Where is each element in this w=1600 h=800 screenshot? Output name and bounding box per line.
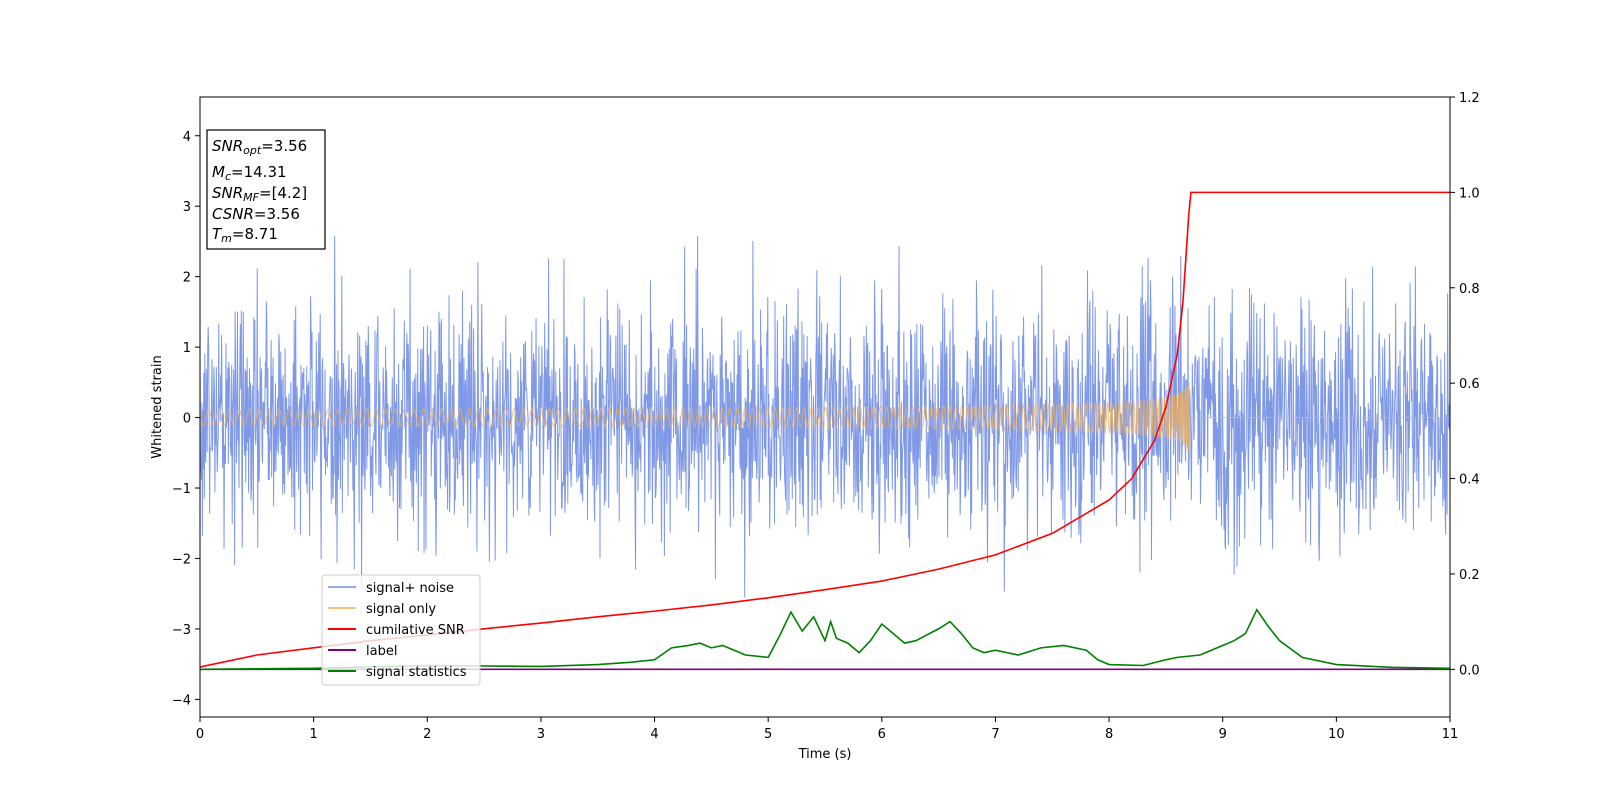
y2-tick-label: 0.4 <box>1459 473 1480 488</box>
info-mc: Mc=14.31 <box>212 163 287 183</box>
y2-tick-label: 1.2 <box>1459 91 1480 106</box>
x-tick-label: 2 <box>423 727 431 742</box>
info-snr-mf: SNRMF=[4.2] <box>212 184 307 204</box>
y-tick-label: 1 <box>183 341 191 356</box>
x-axis-label: Time (s) <box>798 747 852 762</box>
legend-label-signal-statistics: signal statistics <box>366 665 467 680</box>
x-tick-label: 6 <box>878 727 886 742</box>
x-tick-label: 11 <box>1442 727 1459 742</box>
x-tick-label: 5 <box>764 727 772 742</box>
series-signal-noise-line <box>200 235 1450 598</box>
info-box: SNRopt=3.56 Mc=14.31 SNRMF=[4.2] CSNR=3.… <box>206 129 326 250</box>
y-axis-right: 0.0 0.2 0.4 0.6 0.8 1.0 1.2 <box>1450 91 1480 678</box>
y-axis-label: Whitened strain <box>150 355 165 458</box>
y2-tick-label: 0.2 <box>1459 568 1480 583</box>
legend-label-signal-only: signal only <box>366 602 436 617</box>
x-tick-label: 0 <box>196 727 204 742</box>
info-tm: Tm=8.71 <box>212 225 278 245</box>
legend-label-signal-noise: signal+ noise <box>366 581 454 596</box>
x-tick-label: 9 <box>1219 727 1227 742</box>
series-signal-statistics-line <box>200 608 1450 671</box>
legend-label-label: label <box>366 644 397 659</box>
plot-frame <box>199 96 1451 718</box>
y-tick-label: −4 <box>172 693 191 708</box>
y-tick-label: 2 <box>183 271 191 286</box>
y-tick-label: −1 <box>172 482 191 497</box>
x-tick-label: 4 <box>650 727 658 742</box>
info-box-frame <box>206 129 326 250</box>
y2-tick-label: 0.0 <box>1459 663 1480 678</box>
y2-tick-label: 0.8 <box>1459 282 1480 297</box>
x-tick-label: 10 <box>1328 727 1345 742</box>
series-signal-only-line <box>200 381 1450 459</box>
y-tick-label: 4 <box>183 130 191 145</box>
info-csnr: CSNR=3.56 <box>212 205 300 223</box>
legend-frame <box>321 574 481 686</box>
info-snr-opt: SNRopt=3.56 <box>212 137 307 157</box>
y2-tick-label: 0.6 <box>1459 377 1480 392</box>
x-tick-label: 3 <box>537 727 545 742</box>
x-tick-label: 7 <box>991 727 999 742</box>
y-tick-label: −2 <box>172 552 191 567</box>
legend: signal+ noise signal only cumilative SNR… <box>321 574 481 686</box>
y-tick-label: −3 <box>172 623 191 638</box>
y-axis-left: −4 −3 −2 −1 0 1 2 3 4 <box>172 130 200 708</box>
y2-tick-label: 1.0 <box>1459 186 1480 201</box>
x-axis: 0 1 2 3 4 5 6 7 8 9 10 11 <box>196 717 1458 742</box>
legend-label-cumulative-snr: cumilative SNR <box>366 623 465 638</box>
y-tick-label: 0 <box>183 412 191 427</box>
y-tick-label: 3 <box>183 200 191 215</box>
x-tick-label: 1 <box>309 727 317 742</box>
x-tick-label: 8 <box>1105 727 1113 742</box>
